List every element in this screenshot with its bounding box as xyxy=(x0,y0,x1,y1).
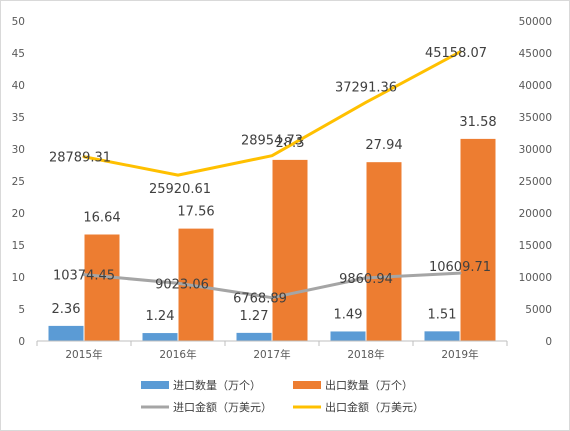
y-left-tick-label: 25 xyxy=(12,176,25,188)
x-tick-label: 2017年 xyxy=(253,348,290,361)
bar-data-label: 31.58 xyxy=(459,115,496,130)
y-left-tick-label: 45 xyxy=(12,48,25,60)
bar xyxy=(236,332,272,341)
legend-label: 出口金额（万美元） xyxy=(325,400,424,414)
bar-data-label: 27.94 xyxy=(365,138,402,153)
x-tick-label: 2016年 xyxy=(159,348,196,361)
line-data-label: 9023.06 xyxy=(155,277,209,292)
bar-data-label: 17.56 xyxy=(177,205,214,220)
line-series xyxy=(82,50,462,177)
y-right-tick-label: 15000 xyxy=(519,240,552,252)
y-right-tick-label: 50000 xyxy=(519,16,552,28)
x-tick-label: 2015年 xyxy=(65,348,102,361)
line-data-label: 25920.61 xyxy=(149,182,211,197)
bar-data-label: 1.27 xyxy=(240,309,269,324)
y-right-tick-label: 45000 xyxy=(519,48,552,60)
line-data-label: 10374.45 xyxy=(53,269,115,284)
bar xyxy=(366,162,402,341)
bar xyxy=(84,234,120,341)
y-right-tick-label: 5000 xyxy=(525,304,552,316)
line-data-label: 10609.71 xyxy=(429,260,491,275)
y-left-tick-label: 50 xyxy=(12,16,25,28)
y-left-tick-label: 40 xyxy=(12,80,25,92)
y-left-tick-label: 35 xyxy=(12,112,25,124)
line-data-label: 45158.07 xyxy=(425,46,487,61)
legend-swatch xyxy=(293,381,321,389)
x-tick-label: 2019年 xyxy=(441,348,478,361)
y-right-tick-label: 30000 xyxy=(519,144,552,156)
line-data-label: 28789.31 xyxy=(49,151,111,166)
bar-data-label: 28.3 xyxy=(276,136,305,151)
line-data-label: 37291.36 xyxy=(335,80,397,95)
line-data-label: 6768.89 xyxy=(233,292,287,307)
line-data-label: 9860.94 xyxy=(339,272,393,287)
legend-label: 进口金额（万美元） xyxy=(173,400,272,414)
line-series xyxy=(82,271,462,300)
bar xyxy=(272,159,308,341)
y-right-tick-label: 10000 xyxy=(519,272,552,284)
bar-data-label: 16.64 xyxy=(83,211,120,226)
y-left-tick-label: 30 xyxy=(12,144,25,156)
bar xyxy=(48,325,84,341)
bar xyxy=(460,138,496,341)
y-right-tick-label: 0 xyxy=(545,336,552,348)
y-left-tick-label: 20 xyxy=(12,208,25,220)
y-right-tick-label: 40000 xyxy=(519,80,552,92)
y-left-tick-label: 10 xyxy=(12,272,25,284)
y-left-tick-label: 0 xyxy=(18,336,25,348)
legend-label: 出口数量（万个） xyxy=(325,378,413,392)
bar xyxy=(424,331,460,341)
y-right-tick-label: 20000 xyxy=(519,208,552,220)
y-right-tick-label: 35000 xyxy=(519,112,552,124)
bar xyxy=(142,333,178,341)
bar xyxy=(330,331,366,341)
y-right-tick-label: 25000 xyxy=(519,176,552,188)
legend-swatch xyxy=(141,381,169,389)
y-left-tick-label: 5 xyxy=(18,304,25,316)
bar-data-label: 2.36 xyxy=(52,302,81,317)
bar-data-label: 1.24 xyxy=(146,309,175,324)
y-left-tick-label: 15 xyxy=(12,240,25,252)
bar-data-label: 1.51 xyxy=(428,307,457,322)
line-data-label: 28954.73 xyxy=(241,134,303,149)
legend-label: 进口数量（万个） xyxy=(173,379,261,392)
bar-data-label: 1.49 xyxy=(334,307,363,322)
x-tick-label: 2018年 xyxy=(347,348,384,361)
